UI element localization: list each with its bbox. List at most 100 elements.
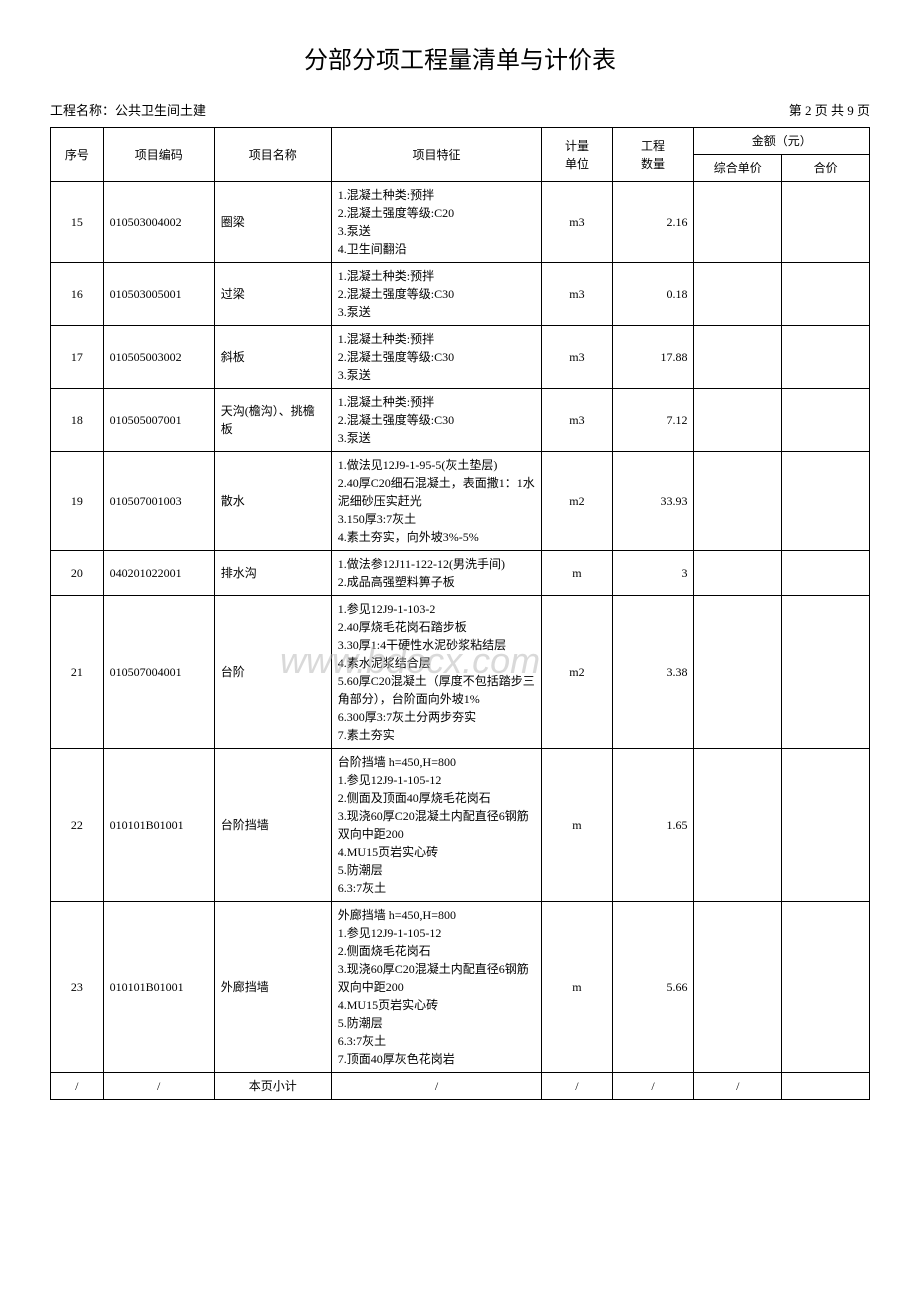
cell-name: 台阶挡墙 [214, 749, 331, 902]
cell-feature: 1.混凝土种类:预拌 2.混凝土强度等级:C30 3.泵送 [331, 326, 542, 389]
cell-code: 010507001003 [103, 452, 214, 551]
cell-name: 圈梁 [214, 182, 331, 263]
cell-name: 散水 [214, 452, 331, 551]
footer-unit: / [542, 1073, 612, 1100]
cell-total [782, 902, 870, 1073]
cell-code: 040201022001 [103, 551, 214, 596]
cell-qty: 0.18 [612, 263, 694, 326]
cell-total [782, 452, 870, 551]
cell-price [694, 182, 782, 263]
footer-qty: / [612, 1073, 694, 1100]
table-row: 20040201022001排水沟1.做法参12J11-122-12(男洗手间)… [51, 551, 870, 596]
cell-name: 天沟(檐沟）、挑檐板 [214, 389, 331, 452]
cell-name: 斜板 [214, 326, 331, 389]
table-body: 15010503004002圈梁1.混凝土种类:预拌 2.混凝土强度等级:C20… [51, 182, 870, 1073]
cell-unit: m3 [542, 263, 612, 326]
cell-unit: m2 [542, 452, 612, 551]
footer-feature: / [331, 1073, 542, 1100]
cell-unit: m [542, 749, 612, 902]
cell-total [782, 326, 870, 389]
cell-seq: 18 [51, 389, 104, 452]
cell-qty: 5.66 [612, 902, 694, 1073]
cell-seq: 15 [51, 182, 104, 263]
cell-code: 010503005001 [103, 263, 214, 326]
cell-seq: 16 [51, 263, 104, 326]
cell-name: 过梁 [214, 263, 331, 326]
th-seq: 序号 [51, 128, 104, 182]
cell-qty: 3.38 [612, 596, 694, 749]
th-qty: 工程 数量 [612, 128, 694, 182]
cell-qty: 2.16 [612, 182, 694, 263]
cell-price [694, 389, 782, 452]
table-row: 18010505007001天沟(檐沟）、挑檐板1.混凝土种类:预拌 2.混凝土… [51, 389, 870, 452]
th-code: 项目编码 [103, 128, 214, 182]
cell-feature: 外廊挡墙 h=450,H=800 1.参见12J9-1-105-12 2.侧面烧… [331, 902, 542, 1073]
th-name: 项目名称 [214, 128, 331, 182]
cell-name: 排水沟 [214, 551, 331, 596]
document-title: 分部分项工程量清单与计价表 [50, 40, 870, 75]
cell-name: 外廊挡墙 [214, 902, 331, 1073]
cell-seq: 22 [51, 749, 104, 902]
cell-feature: 1.混凝土种类:预拌 2.混凝土强度等级:C20 3.泵送 4.卫生间翻沿 [331, 182, 542, 263]
cell-code: 010505003002 [103, 326, 214, 389]
cell-price [694, 263, 782, 326]
th-feature: 项目特征 [331, 128, 542, 182]
cell-total [782, 263, 870, 326]
project-label: 工程名称： [50, 103, 115, 118]
cell-total [782, 389, 870, 452]
table-row: 21010507004001台阶1.参见12J9-1-103-2 2.40厚烧毛… [51, 596, 870, 749]
cell-feature: 1.做法见12J9-1-95-5(灰土垫层) 2.40厚C20细石混凝土，表面撒… [331, 452, 542, 551]
table-row: 22010101B01001台阶挡墙台阶挡墙 h=450,H=800 1.参见1… [51, 749, 870, 902]
cell-price [694, 749, 782, 902]
cell-code: 010505007001 [103, 389, 214, 452]
cell-unit: m [542, 902, 612, 1073]
cell-qty: 17.88 [612, 326, 694, 389]
table-footer: / / 本页小计 / / / / [51, 1073, 870, 1100]
cell-price [694, 326, 782, 389]
cell-qty: 1.65 [612, 749, 694, 902]
cell-unit: m3 [542, 182, 612, 263]
th-unit: 计量 单位 [542, 128, 612, 182]
project-name-value: 公共卫生间土建 [115, 103, 206, 118]
cell-code: 010507004001 [103, 596, 214, 749]
cell-total [782, 749, 870, 902]
cell-seq: 19 [51, 452, 104, 551]
cell-code: 010101B01001 [103, 749, 214, 902]
footer-name: 本页小计 [214, 1073, 331, 1100]
cell-seq: 20 [51, 551, 104, 596]
table-row: 15010503004002圈梁1.混凝土种类:预拌 2.混凝土强度等级:C20… [51, 182, 870, 263]
cell-feature: 1.混凝土种类:预拌 2.混凝土强度等级:C30 3.泵送 [331, 263, 542, 326]
cell-seq: 17 [51, 326, 104, 389]
table-row: 19010507001003散水1.做法见12J9-1-95-5(灰土垫层) 2… [51, 452, 870, 551]
table-row: 17010505003002斜板1.混凝土种类:预拌 2.混凝土强度等级:C30… [51, 326, 870, 389]
cell-price [694, 452, 782, 551]
subtotal-row: / / 本页小计 / / / / [51, 1073, 870, 1100]
th-amount: 金额（元） [694, 128, 870, 155]
cell-unit: m2 [542, 596, 612, 749]
cell-unit: m3 [542, 389, 612, 452]
cell-unit: m [542, 551, 612, 596]
page-info: 第 2 页 共 9 页 [789, 100, 870, 119]
footer-code: / [103, 1073, 214, 1100]
cell-feature: 台阶挡墙 h=450,H=800 1.参见12J9-1-105-12 2.侧面及… [331, 749, 542, 902]
cell-name: 台阶 [214, 596, 331, 749]
table-row: 23010101B01001外廊挡墙外廊挡墙 h=450,H=800 1.参见1… [51, 902, 870, 1073]
th-total: 合价 [782, 155, 870, 182]
footer-price: / [694, 1073, 782, 1100]
cell-price [694, 902, 782, 1073]
cell-unit: m3 [542, 326, 612, 389]
cell-feature: 1.参见12J9-1-103-2 2.40厚烧毛花岗石踏步板 3.30厚1:4干… [331, 596, 542, 749]
table-header: 序号 项目编码 项目名称 项目特征 计量 单位 工程 数量 金额（元） 综合单价… [51, 128, 870, 182]
header-row: 工程名称：公共卫生间土建 第 2 页 共 9 页 [50, 100, 870, 119]
cell-total [782, 551, 870, 596]
cell-seq: 23 [51, 902, 104, 1073]
project-name-block: 工程名称：公共卫生间土建 [50, 100, 206, 119]
th-price: 综合单价 [694, 155, 782, 182]
cell-feature: 1.做法参12J11-122-12(男洗手间) 2.成品高强塑料箅子板 [331, 551, 542, 596]
footer-seq: / [51, 1073, 104, 1100]
cell-seq: 21 [51, 596, 104, 749]
cell-code: 010503004002 [103, 182, 214, 263]
cell-price [694, 596, 782, 749]
boq-table: 序号 项目编码 项目名称 项目特征 计量 单位 工程 数量 金额（元） 综合单价… [50, 127, 870, 1100]
table-row: 16010503005001过梁1.混凝土种类:预拌 2.混凝土强度等级:C30… [51, 263, 870, 326]
